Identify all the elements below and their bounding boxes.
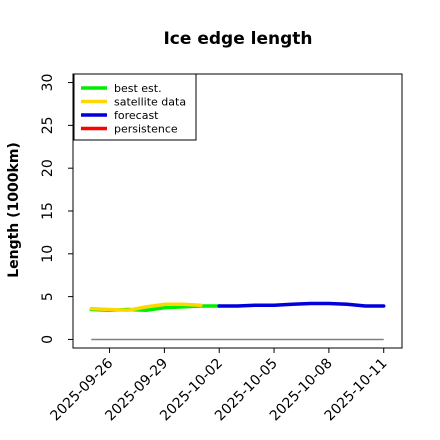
x-axis: 2025-09-262025-09-292025-10-022025-10-05… <box>48 348 391 424</box>
legend-label: best est. <box>114 82 162 95</box>
legend: best est.satellite dataforecastpersisten… <box>73 73 197 141</box>
y-tick-label: 20 <box>40 159 56 177</box>
y-axis: 0 5 10 15 20 25 30 <box>40 74 73 344</box>
y-axis-label: Length (1000km) <box>6 142 22 278</box>
series-layer <box>89 301 386 313</box>
y-tick-label: 0 <box>40 335 56 344</box>
legend-label: forecast <box>114 109 159 122</box>
y-tick-label: 25 <box>40 116 56 134</box>
y-tick-label: 5 <box>40 292 56 301</box>
series-line-satellite-data <box>89 302 203 313</box>
y-tick-label: 10 <box>40 245 56 263</box>
y-tick-label: 15 <box>40 202 56 220</box>
y-tick-label: 30 <box>40 74 56 92</box>
chart-title: Ice edge length <box>163 29 312 49</box>
legend-label: persistence <box>114 123 178 136</box>
legend-label: satellite data <box>114 96 186 109</box>
series-line-forecast <box>217 301 386 308</box>
